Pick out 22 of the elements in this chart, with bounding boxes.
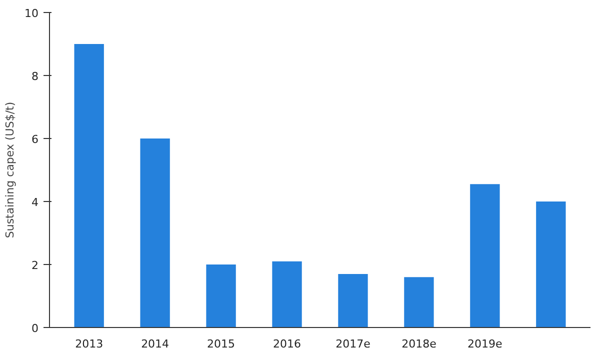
bar <box>338 274 368 328</box>
x-tick-label: 2016 <box>273 338 302 350</box>
y-tick-label: 2 <box>32 259 38 272</box>
bar <box>536 202 566 328</box>
bar <box>140 138 170 328</box>
bar <box>272 261 302 328</box>
x-tick-label: 2014 <box>141 338 170 350</box>
y-tick-label: 10 <box>24 7 39 20</box>
y-tick-label: 8 <box>32 70 38 83</box>
bar <box>74 44 104 328</box>
bar <box>470 184 500 328</box>
y-tick-label: 0 <box>32 322 38 335</box>
y-axis-title: Sustaining capex (US$/t) <box>4 102 17 238</box>
y-tick-label: 4 <box>32 196 38 209</box>
bar <box>404 277 434 328</box>
x-tick-label: 2015 <box>207 338 236 350</box>
bar <box>206 264 236 328</box>
x-tick-label: 2017e <box>336 338 371 350</box>
x-tick-label: 2018e <box>402 338 437 350</box>
x-tick-label: 2019e <box>468 338 503 350</box>
y-tick-label: 6 <box>32 133 38 146</box>
x-tick-label: 2013 <box>75 338 104 350</box>
